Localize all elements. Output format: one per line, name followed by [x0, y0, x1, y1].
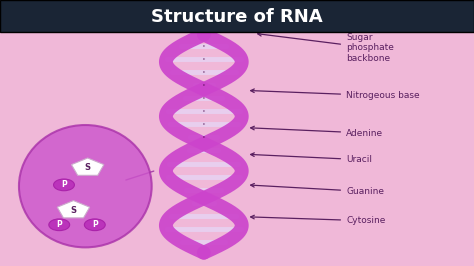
Polygon shape — [72, 158, 104, 175]
Text: Guanine: Guanine — [251, 184, 384, 196]
Text: Sugar
phosphate
backbone: Sugar phosphate backbone — [258, 32, 394, 63]
Circle shape — [84, 219, 105, 231]
Text: c: c — [203, 83, 205, 87]
Text: Nitrogeous base: Nitrogeous base — [251, 89, 419, 100]
Text: c: c — [203, 135, 205, 139]
Text: c: c — [203, 122, 205, 126]
Text: Adenine: Adenine — [251, 126, 383, 138]
Polygon shape — [57, 201, 90, 218]
Text: S: S — [71, 206, 76, 215]
Text: Cytosine: Cytosine — [251, 215, 385, 225]
Ellipse shape — [19, 125, 152, 247]
Text: Uracil: Uracil — [251, 153, 372, 164]
Text: c: c — [203, 57, 205, 61]
Circle shape — [54, 179, 74, 191]
Text: P: P — [92, 220, 98, 229]
Text: Structure of RNA: Structure of RNA — [151, 8, 323, 26]
FancyBboxPatch shape — [0, 0, 474, 32]
Text: c: c — [203, 109, 205, 113]
Text: S: S — [85, 163, 91, 172]
Circle shape — [49, 219, 70, 231]
Text: P: P — [61, 180, 67, 189]
Text: c: c — [203, 44, 205, 48]
Text: c: c — [203, 96, 205, 100]
Text: P: P — [56, 220, 62, 229]
Text: c: c — [203, 70, 205, 74]
